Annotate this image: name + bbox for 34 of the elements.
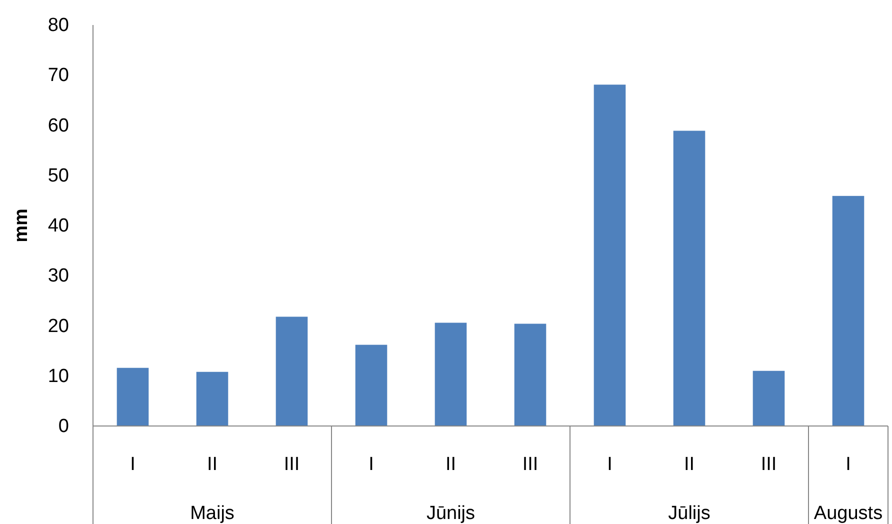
x-tick-label: III: [760, 454, 777, 475]
bar: [514, 324, 546, 426]
y-tick-label: 70: [48, 65, 69, 86]
bar: [116, 368, 149, 426]
x-tick-label: III: [522, 454, 538, 475]
bar: [594, 84, 626, 426]
x-tick-label: II: [684, 454, 695, 475]
x-tick-label: III: [284, 454, 300, 475]
text: Maijs: [190, 503, 234, 524]
text: Jūlijs: [668, 503, 710, 524]
y-tick-label: 80: [48, 15, 69, 36]
bar: [752, 370, 785, 426]
x-tick-label: I: [368, 454, 374, 475]
y-tick-label: 0: [58, 416, 69, 438]
x-tick-label: I: [130, 454, 136, 475]
y-tick-label: 30: [48, 266, 69, 287]
y-tick-label: 60: [48, 115, 69, 136]
bar: [276, 316, 308, 426]
bar: [355, 344, 388, 426]
y-tick-label: 10: [48, 366, 69, 387]
y-tick-label: 40: [48, 216, 69, 237]
y-tick-label: 50: [48, 165, 69, 186]
y-tick-label: 20: [48, 316, 69, 337]
bar: [832, 196, 864, 426]
x-tick-label: II: [206, 454, 218, 475]
x-tick-label: II: [445, 454, 456, 475]
text: Jūnijs: [426, 503, 476, 524]
x-tick-label: I: [607, 454, 612, 475]
text: Augusts: [814, 503, 883, 524]
y-axis-title: mm: [11, 208, 32, 242]
bar: [434, 322, 467, 426]
bar: [673, 130, 706, 426]
x-tick-label: I: [846, 454, 851, 475]
bar: [196, 372, 228, 426]
